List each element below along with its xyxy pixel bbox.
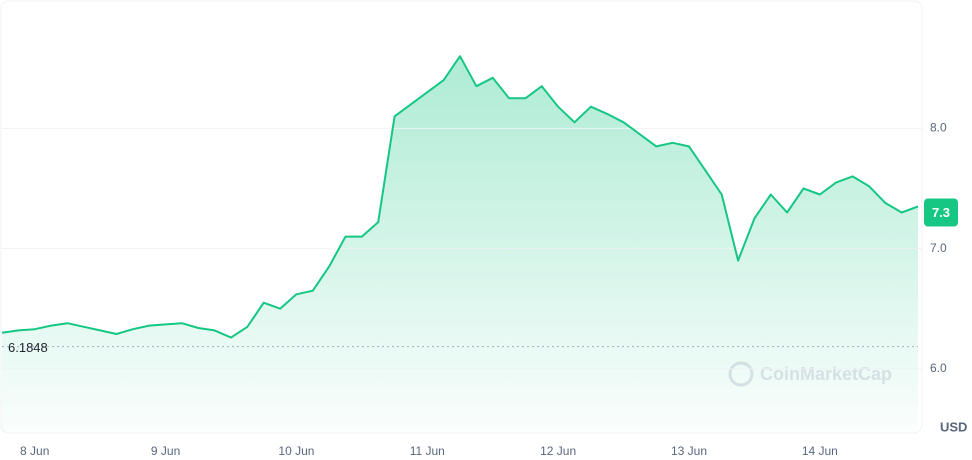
x-tick-label: 11 Jun (410, 444, 445, 458)
x-tick-label: 9 Jun (151, 444, 180, 458)
x-tick-label: 10 Jun (278, 444, 314, 458)
x-tick-label: 14 Jun (802, 444, 838, 458)
current-price-label: 7.3 (932, 205, 950, 220)
current-price-tag (924, 198, 958, 227)
x-tick-label: 12 Jun (540, 444, 576, 458)
price-line (1, 55, 919, 339)
x-tick-label: 13 Jun (671, 444, 707, 458)
watermark-text: CoinMarketCap (760, 364, 892, 384)
plot-frame (0, 0, 923, 434)
reference-label: 6.1848 (8, 340, 48, 355)
y-tick-label: 6.0 (930, 361, 947, 375)
y-tick-label: 7.0 (930, 241, 947, 255)
currency-label: USD (940, 419, 967, 434)
x-tick-label: 8 Jun (20, 444, 49, 458)
y-tick-label: 8.0 (930, 120, 947, 134)
